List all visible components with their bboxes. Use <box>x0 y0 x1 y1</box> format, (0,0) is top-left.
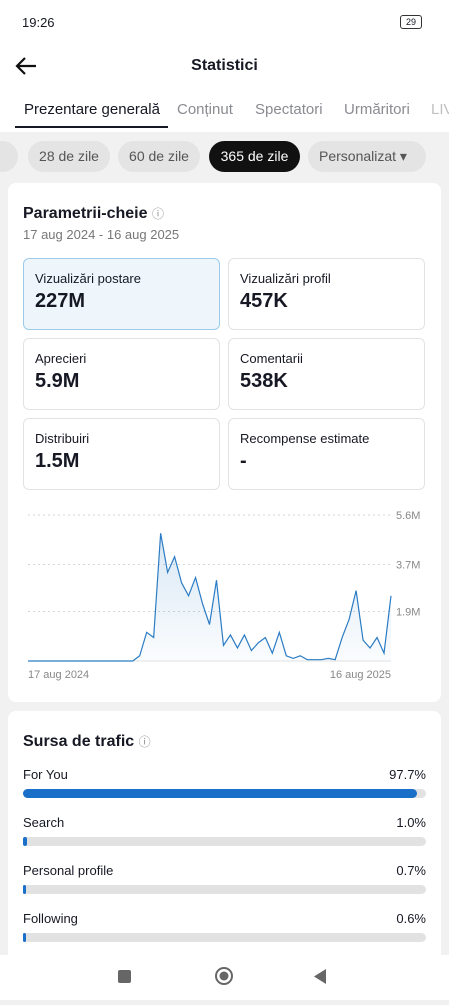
y-tick-label: 1.9M <box>396 606 420 618</box>
title: Parametrii-cheie <box>23 205 148 222</box>
pill[interactable]: 60 de zile <box>118 141 200 172</box>
tab[interactable]: Prezentare generală <box>24 101 160 118</box>
chart: 1.9M 3.7M 5.6M 17 aug 2024 16 aug 2025 <box>28 510 420 681</box>
pill-selected[interactable]: 365 de zile <box>209 141 300 172</box>
metric-label: Vizualizări profil <box>240 271 331 286</box>
y-tick-label: 3.7M <box>396 560 420 572</box>
metric-card[interactable]: Distribuiri 1.5M <box>23 418 220 490</box>
bar <box>23 789 417 798</box>
x-tick-label: 16 aug 2025 <box>330 669 391 681</box>
tab[interactable]: Urmăritori <box>344 101 410 118</box>
metric-card[interactable]: Vizualizări profil 457K <box>228 258 425 330</box>
tab-indicator <box>15 126 168 128</box>
metric-label: Comentarii <box>240 351 303 366</box>
metric-label: Aprecieri <box>35 351 87 366</box>
x-tick-label: 17 aug 2024 <box>28 669 89 681</box>
tab[interactable]: LIVE <box>431 101 449 118</box>
metric-value: 538K <box>240 370 288 392</box>
metric-label: Recompense estimate <box>240 431 370 446</box>
battery: 29 <box>400 15 422 29</box>
tab[interactable]: Spectatori <box>255 101 323 118</box>
tab[interactable]: Conținut <box>177 101 233 118</box>
pill-label: Personalizat <box>319 148 397 164</box>
source-value: 0.7% <box>396 863 426 878</box>
source-name: Following <box>23 911 78 926</box>
metric-label: Vizualizări postare <box>35 271 141 286</box>
pill[interactable]: Personalizat ▾ <box>308 141 426 172</box>
source-name: Personal profile <box>23 863 114 878</box>
bar <box>23 933 26 942</box>
bar-track <box>23 885 426 894</box>
nav-icons <box>118 967 326 985</box>
metric-card[interactable]: Vizualizări postare 227M <box>23 258 220 330</box>
source-value: 97.7% <box>389 767 426 782</box>
line <box>28 533 392 662</box>
bar <box>23 837 28 846</box>
section-title: Parametrii-cheie ⓘ <box>23 205 164 222</box>
metric-value: 1.5M <box>35 450 80 472</box>
metric-value: - <box>240 450 247 472</box>
bar-track <box>23 837 426 846</box>
pill[interactable] <box>0 141 18 172</box>
metric-card[interactable]: Aprecieri 5.9M <box>23 338 220 410</box>
metric-card[interactable]: Comentarii 538K <box>228 338 425 410</box>
time: 19:26 <box>22 15 55 30</box>
source-value: 0.6% <box>396 911 426 926</box>
area <box>28 533 391 661</box>
metric-value: 5.9M <box>35 370 80 392</box>
source-name: For You <box>23 767 68 782</box>
date-range: 17 aug 2024 - 16 aug 2025 <box>23 227 180 242</box>
metric-label: Distribuiri <box>35 431 90 446</box>
title: Sursa de trafic <box>23 733 135 750</box>
source-name: Search <box>23 815 65 830</box>
header-title: Statistici <box>191 57 258 74</box>
back-button[interactable] <box>14 54 40 78</box>
top-area <box>0 0 449 132</box>
section-title: Sursa de trafic ⓘ <box>23 733 151 750</box>
y-tick-label: 5.6M <box>396 510 420 522</box>
bar <box>23 885 26 894</box>
pill[interactable]: 28 de zile <box>28 141 110 172</box>
bar-track <box>23 933 426 942</box>
metric-card[interactable]: Recompense estimate - <box>228 418 425 490</box>
metric-value: 227M <box>35 290 86 312</box>
metric-value: 457K <box>240 290 288 312</box>
source-value: 1.0% <box>396 815 426 830</box>
nav-bar <box>0 955 449 1000</box>
